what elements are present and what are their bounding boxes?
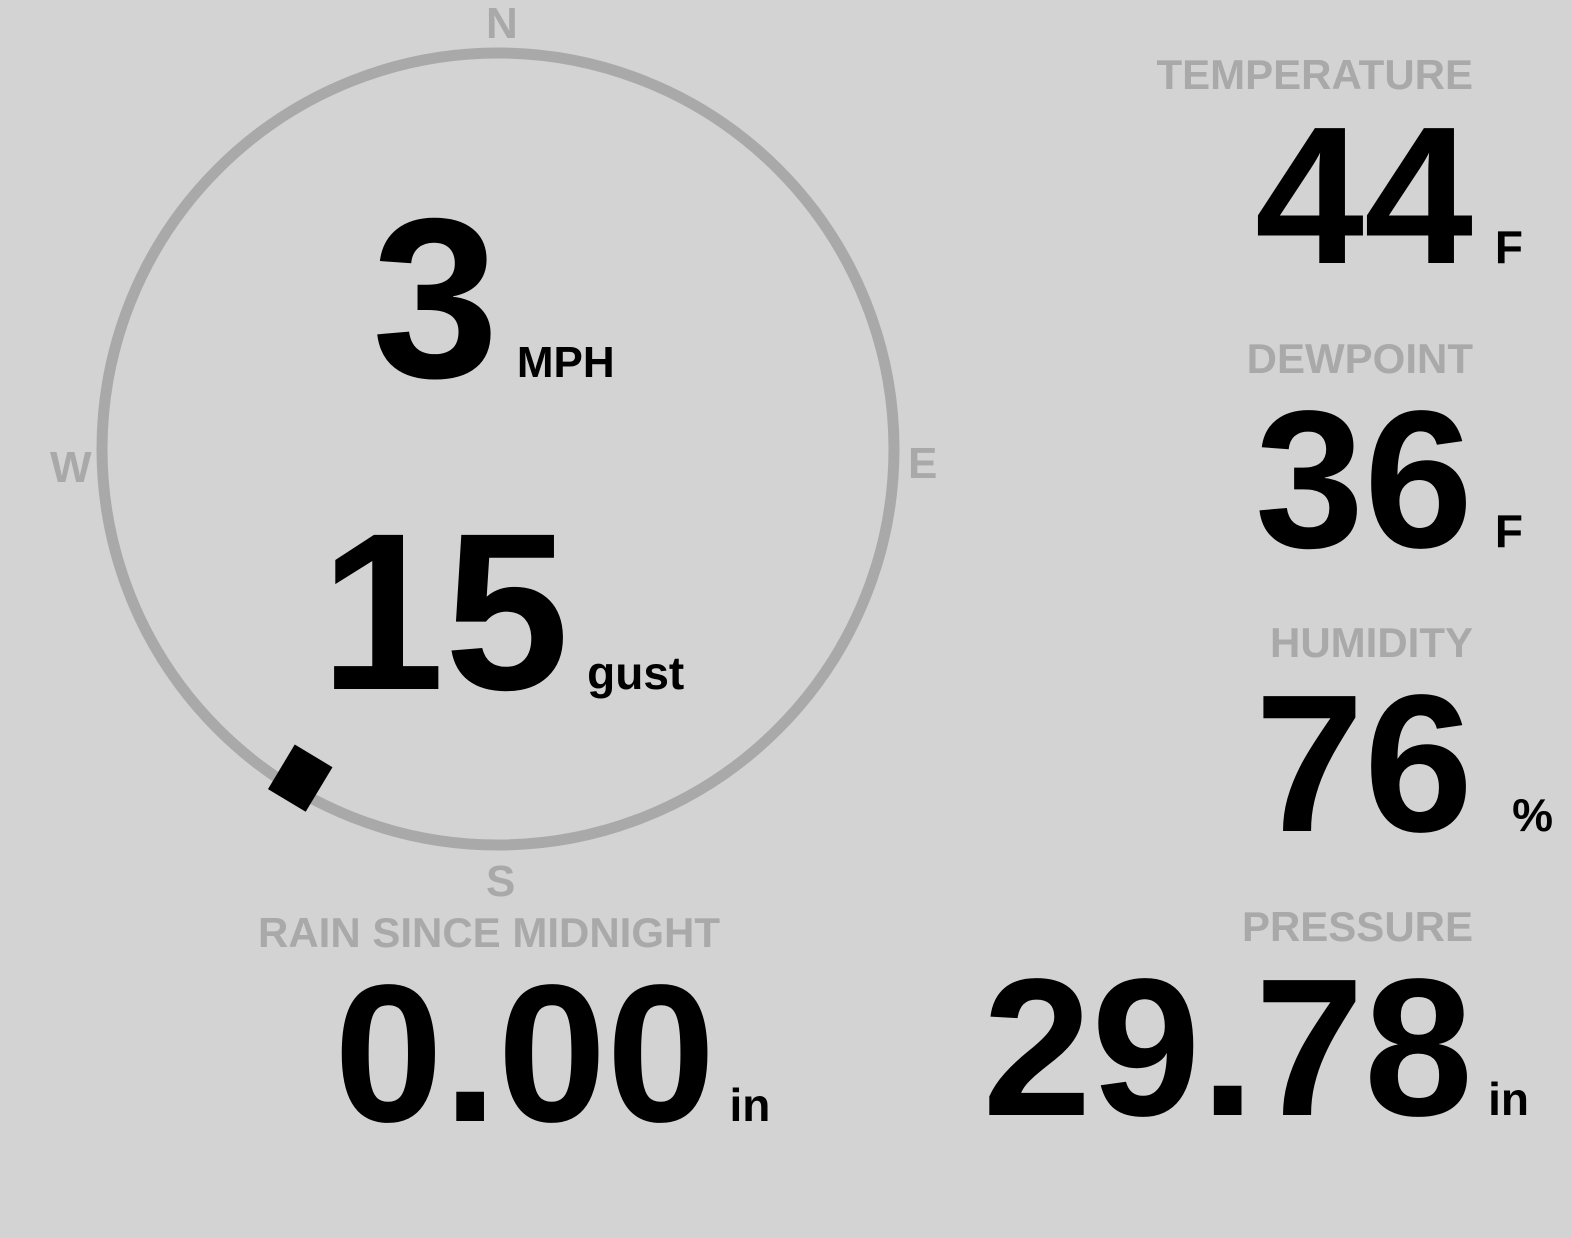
compass-north-label: N (486, 0, 518, 48)
humidity-unit: % (1512, 789, 1553, 841)
compass-west-label: W (50, 443, 92, 492)
wind-gust-label: gust (587, 647, 685, 699)
rain-value: 0.00 (334, 944, 716, 1163)
temperature-card: TEMPERATURE 44 F (1156, 52, 1523, 294)
compass-south-label: S (486, 857, 516, 906)
temperature-unit: F (1494, 221, 1523, 273)
humidity-card: HUMIDITY 76% (1255, 620, 1553, 862)
compass-east-label: E (908, 439, 938, 488)
pressure-unit: in (1488, 1073, 1529, 1125)
pressure-card: PRESSURE 29.78 in (983, 904, 1529, 1146)
compass-ring (96, 47, 900, 851)
wind-speed-value: 3 (372, 172, 499, 426)
wind-gust-value: 15 (320, 487, 570, 737)
wind-speed: 3 MPH (372, 185, 615, 413)
dewpoint-card: DEWPOINT 36 F (1247, 336, 1523, 578)
temperature-value: 44 (1254, 86, 1473, 305)
pressure-value: 29.78 (982, 938, 1473, 1157)
humidity-value: 76 (1254, 654, 1473, 873)
rain-unit: in (729, 1079, 771, 1131)
pressure-label: PRESSURE (1241, 903, 1473, 950)
wind-direction-marker (267, 744, 333, 812)
dewpoint-unit: F (1494, 505, 1523, 557)
wind-compass (96, 47, 900, 851)
wind-speed-unit: MPH (516, 338, 615, 387)
rain-label: RAIN SINCE MIDNIGHT (258, 909, 720, 956)
dewpoint-value: 36 (1254, 370, 1473, 589)
rain-card: RAIN SINCE MIDNIGHT 0.00 in (258, 910, 770, 1152)
dewpoint-label: DEWPOINT (1246, 335, 1473, 382)
humidity-label: HUMIDITY (1270, 619, 1473, 666)
temperature-label: TEMPERATURE (1156, 51, 1473, 98)
wind-gust: 15 gust (320, 500, 684, 724)
